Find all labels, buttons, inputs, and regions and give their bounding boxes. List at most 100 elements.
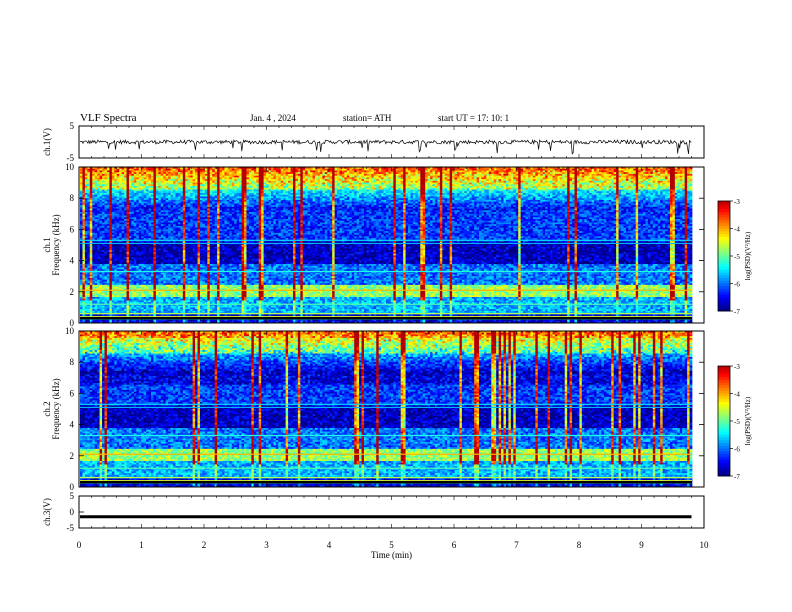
spectrogram-cell [246, 173, 250, 177]
spectrogram-cell [667, 170, 671, 173]
spectrogram-cell [109, 175, 113, 178]
spectrogram-cell [390, 167, 394, 170]
spectrogram-cell [669, 173, 673, 177]
spectrogram-cell [662, 167, 666, 170]
spectrogram-cell [655, 168, 659, 171]
spectrogram-cell [102, 167, 105, 170]
spectrogram-cell [576, 170, 580, 173]
spectrogram-cell [682, 170, 686, 173]
spectrogram-cell [121, 173, 125, 177]
spectrogram-cell [393, 173, 397, 177]
spectrogram-cell [351, 168, 355, 171]
spectrogram-cell [195, 172, 198, 175]
spectrogram-cell [574, 175, 578, 178]
spectrogram-cell [674, 173, 678, 177]
spectrogram-cell [317, 170, 321, 173]
spectrogram-cell [557, 173, 561, 177]
spectrogram-cell [449, 173, 453, 177]
spectrogram-cell [415, 172, 419, 175]
spectrogram-cell [471, 168, 475, 171]
spectrogram-cell [297, 173, 301, 177]
spectrogram-cell [143, 170, 147, 173]
spectrogram-cell [550, 168, 553, 171]
spectrogram-cell [408, 172, 411, 175]
spectrogram-cell [466, 172, 470, 175]
spectrogram-cell [351, 167, 355, 170]
spectrogram-cell [126, 170, 130, 173]
spectrogram-cell [464, 175, 468, 178]
spectrogram-cell [190, 175, 193, 178]
spectrogram-cell [603, 172, 607, 175]
start-time-label: start UT = 17: 10: 1 [438, 113, 509, 123]
spectrogram-cell [141, 172, 144, 175]
spectrogram-cell [297, 168, 301, 171]
spectrogram-cell [307, 170, 311, 173]
spectrogram-cell [104, 170, 108, 173]
spectrogram-cell [601, 170, 605, 173]
spectrogram-cell [378, 175, 382, 178]
spectrogram-cell [138, 177, 142, 180]
spectrogram-cell [388, 167, 392, 170]
spectrogram-cell [493, 168, 497, 171]
spectrogram-cell [667, 168, 671, 171]
spectrogram-cell [258, 167, 262, 170]
spectrogram-cell [596, 173, 600, 177]
spectrogram-cell [80, 177, 83, 180]
spectrogram-cell [422, 170, 426, 173]
spectrogram-cell [229, 168, 233, 171]
spectrogram-cell [341, 173, 345, 177]
spectrogram-cell [564, 170, 568, 173]
spectrogram-cell [114, 167, 118, 170]
spectrogram-cell [285, 172, 289, 175]
spectrogram-cell [310, 172, 313, 175]
y-tick-label: 5 [70, 121, 75, 131]
spectrogram-cell [464, 173, 468, 177]
spectrogram-cell [204, 167, 208, 170]
spectrogram-cell [334, 168, 338, 171]
spectrogram-cell [464, 172, 468, 175]
spectrogram-cell [628, 173, 632, 177]
spectrogram-cell [618, 167, 622, 170]
spectrogram-cell [305, 172, 309, 175]
spectrogram-cell [177, 170, 181, 173]
spectrogram-cell [574, 172, 578, 175]
spectrogram-cell [432, 175, 436, 178]
spectrogram-cell [87, 170, 91, 173]
spectrogram-cell [515, 172, 519, 175]
spectrogram-cell [106, 175, 110, 178]
spectrogram-cell [99, 167, 103, 170]
spectrogram-cell [246, 168, 250, 171]
spectrogram-cell [559, 175, 563, 178]
spectrogram-cell [116, 175, 120, 178]
spectrogram-cell [177, 172, 181, 175]
spectrogram-cell [106, 177, 110, 180]
spectrogram-cell [263, 168, 267, 171]
spectrogram-cell [523, 175, 526, 178]
spectrogram-cell [635, 173, 639, 177]
spectrogram-cell [434, 167, 438, 170]
spectrogram-cell [378, 168, 382, 171]
spectrogram-cell [346, 167, 350, 170]
spectrogram-cell [214, 175, 218, 178]
spectrogram-cell [349, 167, 353, 170]
spectrogram-cell [594, 167, 597, 170]
spectrogram-cell [540, 170, 544, 173]
spectrogram-cell [442, 168, 446, 171]
spectrogram-cell [297, 175, 301, 178]
spectrogram-cell [187, 173, 191, 177]
spectrogram-cell [674, 175, 678, 178]
spectrogram-cell [261, 173, 264, 177]
spectrogram-cell [158, 168, 162, 171]
spectrogram-cell [432, 170, 436, 173]
spectrogram-cell [569, 170, 573, 173]
spectrogram-cell [572, 167, 575, 170]
spectrogram-cell [601, 168, 605, 171]
spectrogram-cell [486, 168, 490, 171]
spectrogram-cell [672, 167, 676, 170]
spectrogram-cell [459, 172, 463, 175]
spectrogram-cell [376, 173, 380, 177]
spectrogram-cell [552, 168, 556, 171]
spectrogram-cell [339, 168, 343, 171]
spectrogram-cell [667, 172, 671, 175]
